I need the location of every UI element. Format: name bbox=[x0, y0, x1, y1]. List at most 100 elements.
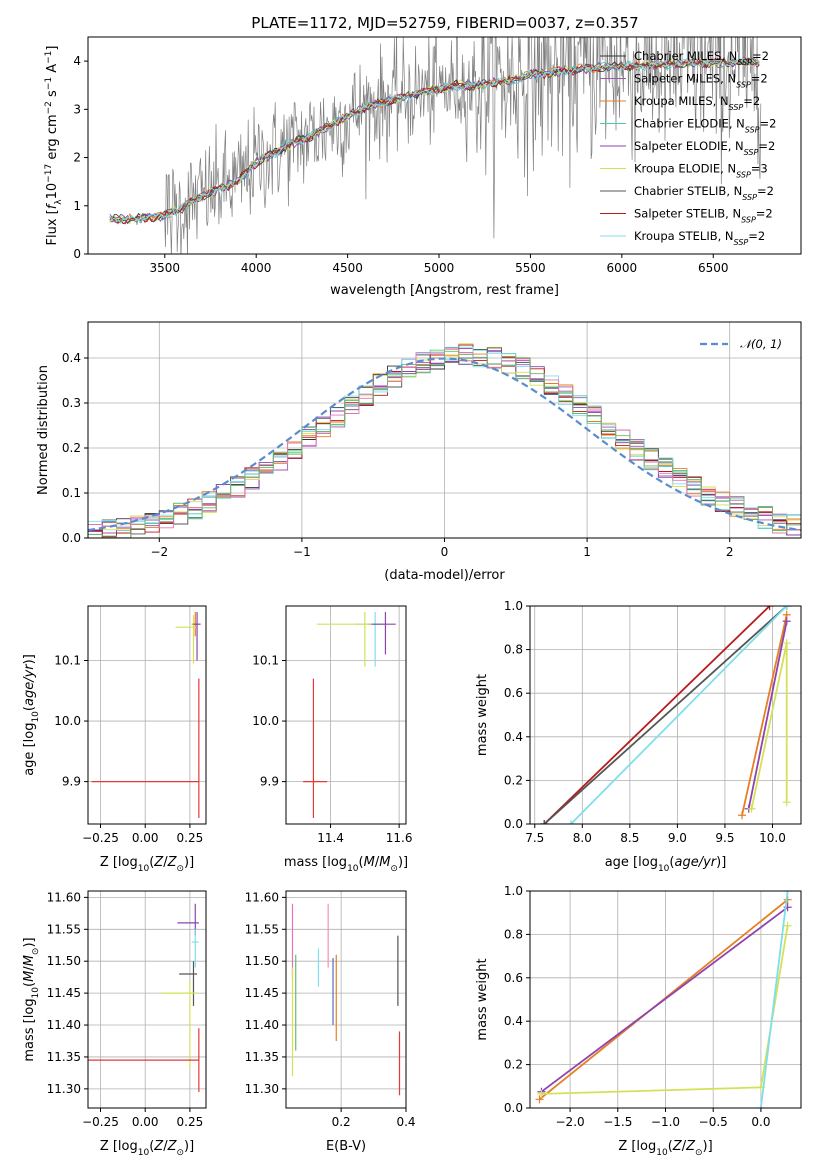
y-tick-label: 0.2 bbox=[504, 1058, 523, 1072]
y-tick-label: 2 bbox=[73, 151, 81, 165]
error-bar-point bbox=[91, 678, 200, 818]
y-tick-label: 10.0 bbox=[252, 714, 279, 728]
y-tick-label: 11.50 bbox=[245, 954, 279, 968]
panel-4: 7.5 8.0 8.5 9.0 9.5 10.0 0.0 0.2 0.4 0.6 0.8 1.0 age… bbox=[475, 599, 802, 874]
weight-marker bbox=[738, 811, 747, 820]
weight-marker bbox=[756, 1104, 765, 1108]
y-axis-label: Flux [fλ10−17 erg cm−2 s−1 A−1] bbox=[44, 46, 64, 246]
y-tick-label: 0.4 bbox=[62, 351, 81, 365]
x-tick-label: 11.6 bbox=[386, 831, 413, 845]
error-bar-point bbox=[316, 612, 372, 667]
y-tick-label: 11.40 bbox=[47, 1018, 81, 1032]
y-tick-label: 10.1 bbox=[252, 654, 279, 668]
weight-line bbox=[747, 621, 788, 809]
y-tick-label: 9.9 bbox=[260, 775, 279, 789]
y-tick-label: 11.35 bbox=[245, 1050, 279, 1064]
weight-line bbox=[543, 606, 788, 824]
plot-content bbox=[540, 606, 791, 824]
x-tick-label: 6000 bbox=[607, 261, 638, 275]
y-tick-label: 11.50 bbox=[47, 954, 81, 968]
panel-1: −2 −1 0 1 2 0.0 0.1 0.2 0.3 0.4 𝒩(0, 1) (data-model… bbox=[36, 321, 802, 583]
legend-entry: Salpeter ELODIE, NSSP=2 bbox=[634, 139, 775, 157]
x-tick-label: 0.2 bbox=[332, 1115, 351, 1129]
x-tick-label: 8.0 bbox=[573, 831, 592, 845]
y-tick-label: 0.0 bbox=[62, 531, 81, 545]
legend-entry: Salpeter STELIB, NSSP=2 bbox=[634, 207, 773, 225]
y-tick-label: 3 bbox=[73, 102, 81, 116]
panel-2: −0.25 0.00 0.25 9.9 10.0 10.1 Z [log10(Z/Z⊙)] a… bbox=[22, 605, 207, 874]
legend-entry: Chabrier ELODIE, NSSP=2 bbox=[634, 117, 776, 135]
y-axis-label: mass weight bbox=[475, 674, 490, 756]
weight-marker bbox=[747, 804, 756, 813]
weight-line bbox=[543, 606, 771, 824]
plot-frame bbox=[285, 605, 407, 825]
x-tick-label: 0.25 bbox=[177, 1115, 204, 1129]
y-tick-label: 1.0 bbox=[504, 884, 523, 898]
plot-area bbox=[286, 606, 406, 824]
error-bar-point bbox=[179, 961, 198, 1006]
weight-line bbox=[570, 606, 788, 824]
x-axis-label: Z [log10(Z/Z⊙)] bbox=[618, 1139, 712, 1158]
x-tick-label: −1.0 bbox=[651, 1115, 680, 1129]
x-axis-label: (data-model)/error bbox=[384, 568, 505, 583]
y-tick-label: 10.1 bbox=[54, 654, 81, 668]
y-tick-label: 0.6 bbox=[504, 971, 523, 985]
error-bar-point bbox=[161, 980, 198, 1070]
panel-0: 3500 4000 4500 5000 5500 6000 6500 0 1 2 3 4 Chabrie… bbox=[44, 36, 802, 298]
weight-marker bbox=[566, 820, 575, 824]
y-tick-label: 0.1 bbox=[62, 486, 81, 500]
panel-6: 0.2 0.4 11.30 11.35 11.40 11.45 11.50 11.55 11.6… bbox=[245, 890, 416, 1154]
x-tick-label: 0.0 bbox=[751, 1115, 770, 1129]
plot-content bbox=[291, 903, 401, 1096]
x-tick-label: 7.5 bbox=[525, 831, 544, 845]
y-tick-label: 0.2 bbox=[504, 773, 523, 787]
x-axis-label: mass [log10(M/M⊙)] bbox=[284, 855, 408, 874]
y-axis-label: age [log10(age/yr)] bbox=[22, 654, 41, 776]
x-axis-label: wavelength [Angstrom, rest frame] bbox=[330, 283, 559, 298]
x-tick-label: −1 bbox=[293, 545, 311, 559]
y-axis-label: Normed distribution bbox=[36, 365, 51, 495]
figure-title: PLATE=1172, MJD=52759, FIBERID=0037, z=0… bbox=[251, 14, 638, 32]
model-line bbox=[109, 56, 760, 225]
x-tick-label: −1.5 bbox=[603, 1115, 632, 1129]
x-tick-label: 1 bbox=[583, 545, 591, 559]
model-line bbox=[109, 56, 760, 225]
y-tick-label: 1 bbox=[73, 199, 81, 213]
x-tick-label: 2 bbox=[726, 545, 734, 559]
y-tick-label: 11.55 bbox=[245, 922, 279, 936]
error-bar-point bbox=[175, 615, 198, 664]
panel-5: −0.25 0.00 0.25 11.30 11.35 11.40 11.45 11.50 11… bbox=[22, 890, 207, 1158]
x-tick-label: −0.5 bbox=[699, 1115, 728, 1129]
weight-marker bbox=[782, 798, 791, 807]
x-tick-label: 0.25 bbox=[177, 831, 204, 845]
x-tick-label: −0.25 bbox=[82, 831, 119, 845]
weight-marker bbox=[537, 1089, 546, 1098]
plot-frame bbox=[87, 605, 207, 825]
plot-frame bbox=[285, 890, 407, 1109]
y-tick-label: 0.8 bbox=[504, 643, 523, 657]
y-tick-label: 11.45 bbox=[245, 986, 279, 1000]
x-tick-label: 8.5 bbox=[620, 831, 639, 845]
weight-line bbox=[760, 891, 789, 1108]
plot-area bbox=[88, 606, 206, 824]
x-tick-label: 5000 bbox=[424, 261, 455, 275]
error-bar-point bbox=[368, 612, 396, 655]
plot-content bbox=[91, 612, 201, 818]
y-tick-label: 0.3 bbox=[62, 396, 81, 410]
error-bar-point bbox=[88, 1028, 200, 1093]
x-tick-label: 0 bbox=[441, 545, 449, 559]
plot-frame bbox=[87, 890, 207, 1109]
y-tick-label: 10.0 bbox=[54, 714, 81, 728]
y-tick-label: 11.30 bbox=[47, 1082, 81, 1096]
weight-line bbox=[741, 614, 788, 816]
y-tick-label: 11.40 bbox=[245, 1018, 279, 1032]
y-axis-label: mass [log10(M/M⊙)] bbox=[22, 937, 41, 1061]
x-tick-label: 0.00 bbox=[132, 1115, 159, 1129]
x-tick-label: 4500 bbox=[332, 261, 363, 275]
y-tick-label: 0.6 bbox=[504, 686, 523, 700]
y-tick-label: 11.35 bbox=[47, 1050, 81, 1064]
legend-entry: Kroupa STELIB, NSSP=2 bbox=[634, 229, 765, 247]
x-tick-label: 6500 bbox=[698, 261, 729, 275]
y-tick-label: 4 bbox=[73, 54, 81, 68]
